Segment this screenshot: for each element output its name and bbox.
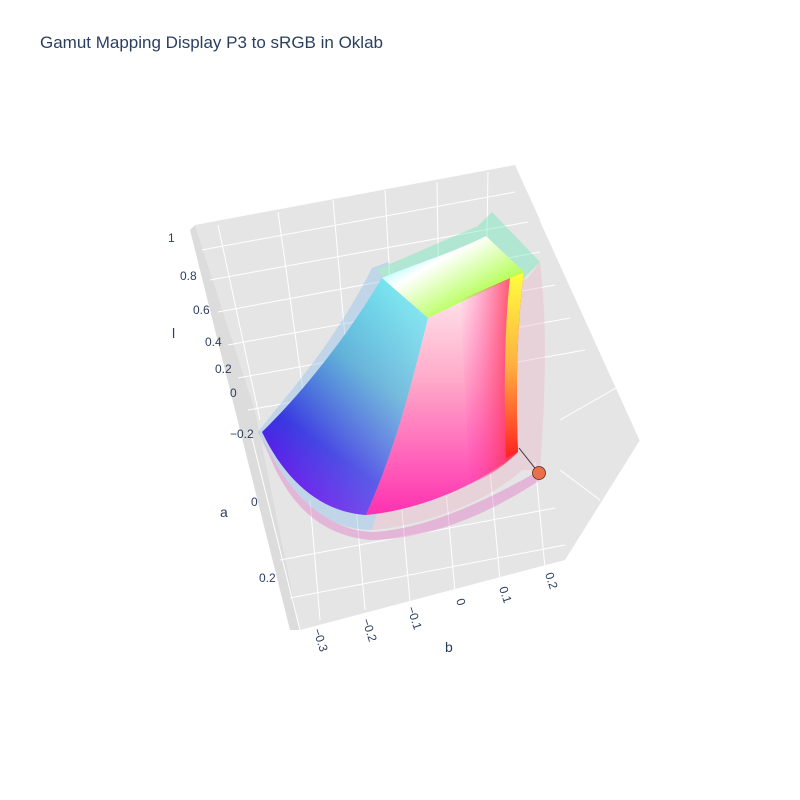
mapped-point[interactable] (518, 447, 546, 480)
b-tick-0.2: 0.2 (542, 571, 561, 592)
srgb-face-yellow-edge (504, 272, 524, 458)
out-of-gamut-marker (532, 466, 546, 480)
l-tick-0: 0 (230, 386, 237, 400)
l-tick-0.6: 0.6 (193, 303, 210, 317)
a-axis: −0.2 0 0.2 a (220, 427, 276, 585)
b-tick-minus-0.2: −0.2 (359, 617, 380, 644)
left-wall-plane (190, 225, 300, 630)
b-tick-minus-0.1: −0.1 (404, 605, 425, 632)
l-tick-1: 1 (168, 231, 175, 245)
srgb-face-top-white (382, 236, 524, 318)
b-axis-title: b (445, 639, 453, 655)
chart-title: Gamut Mapping Display P3 to sRGB in Okla… (40, 33, 383, 52)
b-tick-0.1: 0.1 (496, 585, 515, 606)
a-axis-title: a (220, 504, 228, 520)
b-tick-minus-0.3: −0.3 (310, 627, 331, 654)
b-tick-0: 0 (453, 597, 468, 608)
srgb-face-blue-highlight (262, 278, 428, 515)
l-axis-title: l (172, 325, 175, 341)
srgb-gamut-surface[interactable] (262, 236, 524, 515)
a-tick-0: 0 (251, 495, 258, 509)
a-tick-minus-0.2: −0.2 (230, 427, 254, 441)
p3-shell-bottom (262, 436, 540, 540)
l-axis: 1 0.8 0.6 0.4 0.2 0 l (168, 231, 237, 400)
a-tick-0.2: 0.2 (259, 571, 276, 585)
l-tick-0.8: 0.8 (180, 269, 197, 283)
l-tick-0.4: 0.4 (205, 335, 222, 349)
l-tick-0.2: 0.2 (215, 362, 232, 376)
